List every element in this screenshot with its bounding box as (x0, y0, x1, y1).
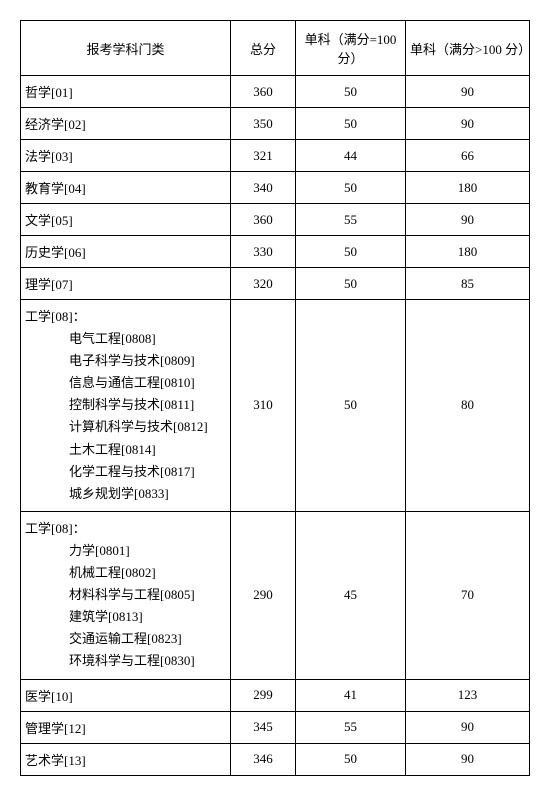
cell-s100: 50 (296, 268, 406, 300)
sub-item: 土木工程[0814] (25, 439, 226, 461)
table-row: 教育学[04] 340 50 180 (21, 172, 530, 204)
cell-s100: 50 (296, 76, 406, 108)
cell-category: 教育学[04] (21, 172, 231, 204)
cell-sgt: 90 (406, 76, 530, 108)
cell-sgt: 90 (406, 108, 530, 140)
cell-total: 299 (231, 679, 296, 711)
cell-total: 345 (231, 711, 296, 743)
sub-item: 计算机科学与技术[0812] (25, 416, 226, 438)
cell-s100: 41 (296, 679, 406, 711)
cell-s100: 50 (296, 743, 406, 775)
table-row: 经济学[02] 350 50 90 (21, 108, 530, 140)
table-row: 艺术学[13] 346 50 90 (21, 743, 530, 775)
table-row-engineering-2: 工学[08]： 力学[0801] 机械工程[0802] 材料科学与工程[0805… (21, 511, 530, 679)
cell-sgt: 85 (406, 268, 530, 300)
sub-item: 化学工程与技术[0817] (25, 461, 226, 483)
table-row: 医学[10] 299 41 123 (21, 679, 530, 711)
cell-category: 法学[03] (21, 140, 231, 172)
cell-sgt: 180 (406, 236, 530, 268)
cell-sgt: 70 (406, 511, 530, 679)
cell-category: 历史学[06] (21, 236, 231, 268)
cell-total: 330 (231, 236, 296, 268)
cell-sgt: 90 (406, 743, 530, 775)
cell-s100: 44 (296, 140, 406, 172)
col-category: 报考学科门类 (21, 21, 231, 76)
cell-category-multi: 工学[08]： 电气工程[0808] 电子科学与技术[0809] 信息与通信工程… (21, 300, 231, 512)
col-single-100: 单科（满分=100 分） (296, 21, 406, 76)
sub-item: 机械工程[0802] (25, 562, 226, 584)
cell-category: 医学[10] (21, 679, 231, 711)
sub-item: 力学[0801] (25, 540, 226, 562)
cell-sgt: 90 (406, 204, 530, 236)
header-row: 报考学科门类 总分 单科（满分=100 分） 单科（满分>100 分） (21, 21, 530, 76)
cell-total: 320 (231, 268, 296, 300)
cell-s100: 50 (296, 172, 406, 204)
cell-s100: 55 (296, 711, 406, 743)
cell-total: 360 (231, 76, 296, 108)
sub-item: 电子科学与技术[0809] (25, 350, 226, 372)
sub-item: 环境科学与工程[0830] (25, 650, 226, 672)
sub-item: 材料科学与工程[0805] (25, 584, 226, 606)
cell-category: 理学[07] (21, 268, 231, 300)
cell-s100: 50 (296, 236, 406, 268)
cell-category: 艺术学[13] (21, 743, 231, 775)
cell-category: 管理学[12] (21, 711, 231, 743)
cell-total: 310 (231, 300, 296, 512)
cell-category-multi: 工学[08]： 力学[0801] 机械工程[0802] 材料科学与工程[0805… (21, 511, 231, 679)
cell-total: 360 (231, 204, 296, 236)
cell-sgt: 123 (406, 679, 530, 711)
cell-sgt: 180 (406, 172, 530, 204)
cell-s100: 55 (296, 204, 406, 236)
sub-item: 控制科学与技术[0811] (25, 394, 226, 416)
cell-s100: 45 (296, 511, 406, 679)
sub-item: 建筑学[0813] (25, 606, 226, 628)
col-total: 总分 (231, 21, 296, 76)
group-header: 工学[08]： (25, 518, 226, 540)
cell-sgt: 66 (406, 140, 530, 172)
cell-total: 290 (231, 511, 296, 679)
cell-category: 经济学[02] (21, 108, 231, 140)
cell-category: 哲学[01] (21, 76, 231, 108)
cell-category: 文学[05] (21, 204, 231, 236)
group-header: 工学[08]： (25, 306, 226, 328)
table-row: 哲学[01] 360 50 90 (21, 76, 530, 108)
sub-item: 城乡规划学[0833] (25, 483, 226, 505)
cell-s100: 50 (296, 300, 406, 512)
table-row: 理学[07] 320 50 85 (21, 268, 530, 300)
table-row: 法学[03] 321 44 66 (21, 140, 530, 172)
cell-s100: 50 (296, 108, 406, 140)
cell-sgt: 80 (406, 300, 530, 512)
score-table: 报考学科门类 总分 单科（满分=100 分） 单科（满分>100 分） 哲学[0… (20, 20, 530, 776)
cell-sgt: 90 (406, 711, 530, 743)
cell-total: 350 (231, 108, 296, 140)
table-row: 文学[05] 360 55 90 (21, 204, 530, 236)
cell-total: 340 (231, 172, 296, 204)
table-row: 管理学[12] 345 55 90 (21, 711, 530, 743)
table-row-engineering-1: 工学[08]： 电气工程[0808] 电子科学与技术[0809] 信息与通信工程… (21, 300, 530, 512)
sub-item: 信息与通信工程[0810] (25, 372, 226, 394)
cell-total: 321 (231, 140, 296, 172)
sub-item: 电气工程[0808] (25, 328, 226, 350)
cell-total: 346 (231, 743, 296, 775)
col-single-gt100: 单科（满分>100 分） (406, 21, 530, 76)
table-row: 历史学[06] 330 50 180 (21, 236, 530, 268)
sub-item: 交通运输工程[0823] (25, 628, 226, 650)
